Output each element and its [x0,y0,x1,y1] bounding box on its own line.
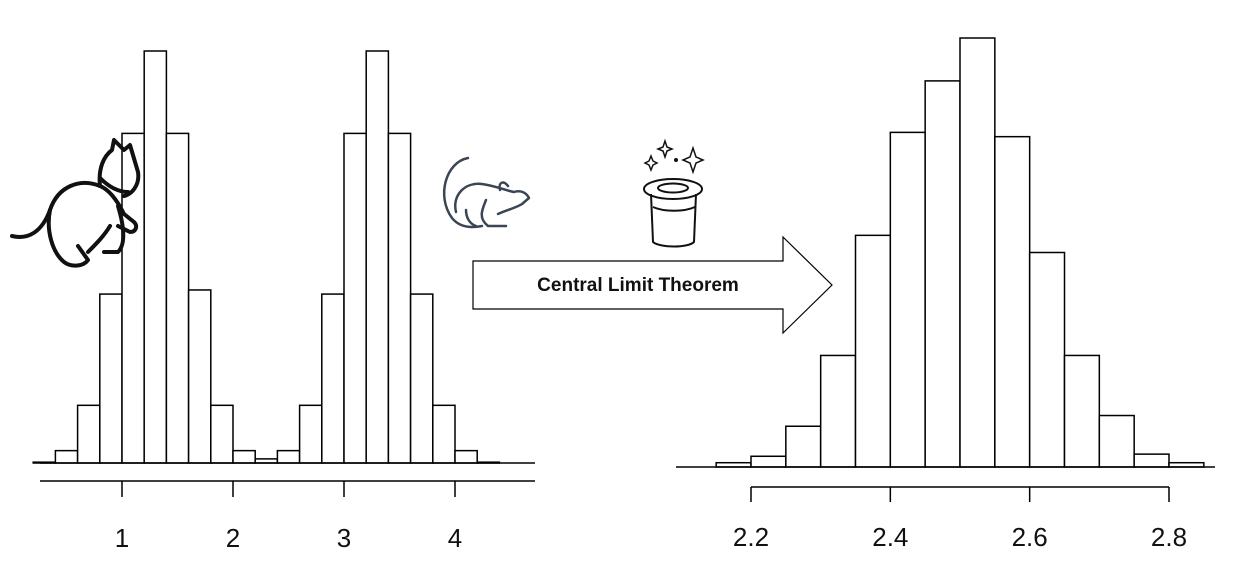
normal-bar [959,37,996,468]
bimodal-tick-label: 3 [337,523,351,553]
normal-bar [994,135,1031,468]
normal-tick-label: 2.6 [1012,522,1048,552]
mouse-icon [442,156,531,229]
bimodal-bar [409,293,434,464]
normal-bar [854,234,892,468]
bimodal-bar [365,50,390,464]
normal-histogram: 2.2 2.4 2.6 2.8 [676,37,1215,552]
bimodal-bar [298,404,323,464]
bimodal-bar [321,293,345,464]
bimodal-bar [143,50,168,464]
arrow-label: Central Limit Theorem [537,275,739,296]
normal-bar [1133,453,1170,468]
normal-bar [750,455,787,468]
normal-bar [1063,354,1101,468]
bimodal-tick-label: 1 [115,523,129,553]
bimodal-bar [343,132,367,464]
bimodal-histogram-bars [32,50,501,464]
bimodal-histogram: 1 2 3 4 [32,50,535,553]
cat-icon [10,138,141,268]
sparkles-icon [643,138,705,175]
arrow-shape [472,235,833,335]
bimodal-bar [76,404,101,464]
bimodal-bar [54,449,79,464]
bimodal-bar [187,289,212,464]
bimodal-tick-label: 4 [448,523,462,553]
bimodal-bar [232,449,256,464]
normal-tick-label: 2.4 [872,522,908,552]
normal-bar [785,425,822,468]
normal-bar [819,354,857,468]
bimodal-tick-label: 2 [226,523,240,553]
bimodal-bar [210,404,234,464]
bimodal-histogram-ticks: 1 2 3 4 [115,481,462,553]
normal-histogram-ticks: 2.2 2.4 2.6 2.8 [733,486,1187,552]
bimodal-bar [121,132,145,464]
clt-arrow: Central Limit Theorem [472,235,833,335]
bimodal-bar [165,132,190,464]
bimodal-bar [432,404,456,464]
normal-tick-label: 2.8 [1151,522,1187,552]
magic-hat-icon [643,178,703,248]
bimodal-bar [99,293,123,464]
bimodal-bar [454,449,478,464]
normal-bar [1098,414,1135,468]
normal-bar [924,80,961,468]
normal-bar [1028,251,1066,468]
normal-bar [889,131,926,468]
bimodal-bar [276,449,301,464]
normal-tick-label: 2.2 [733,522,769,552]
bimodal-bar [387,132,412,464]
